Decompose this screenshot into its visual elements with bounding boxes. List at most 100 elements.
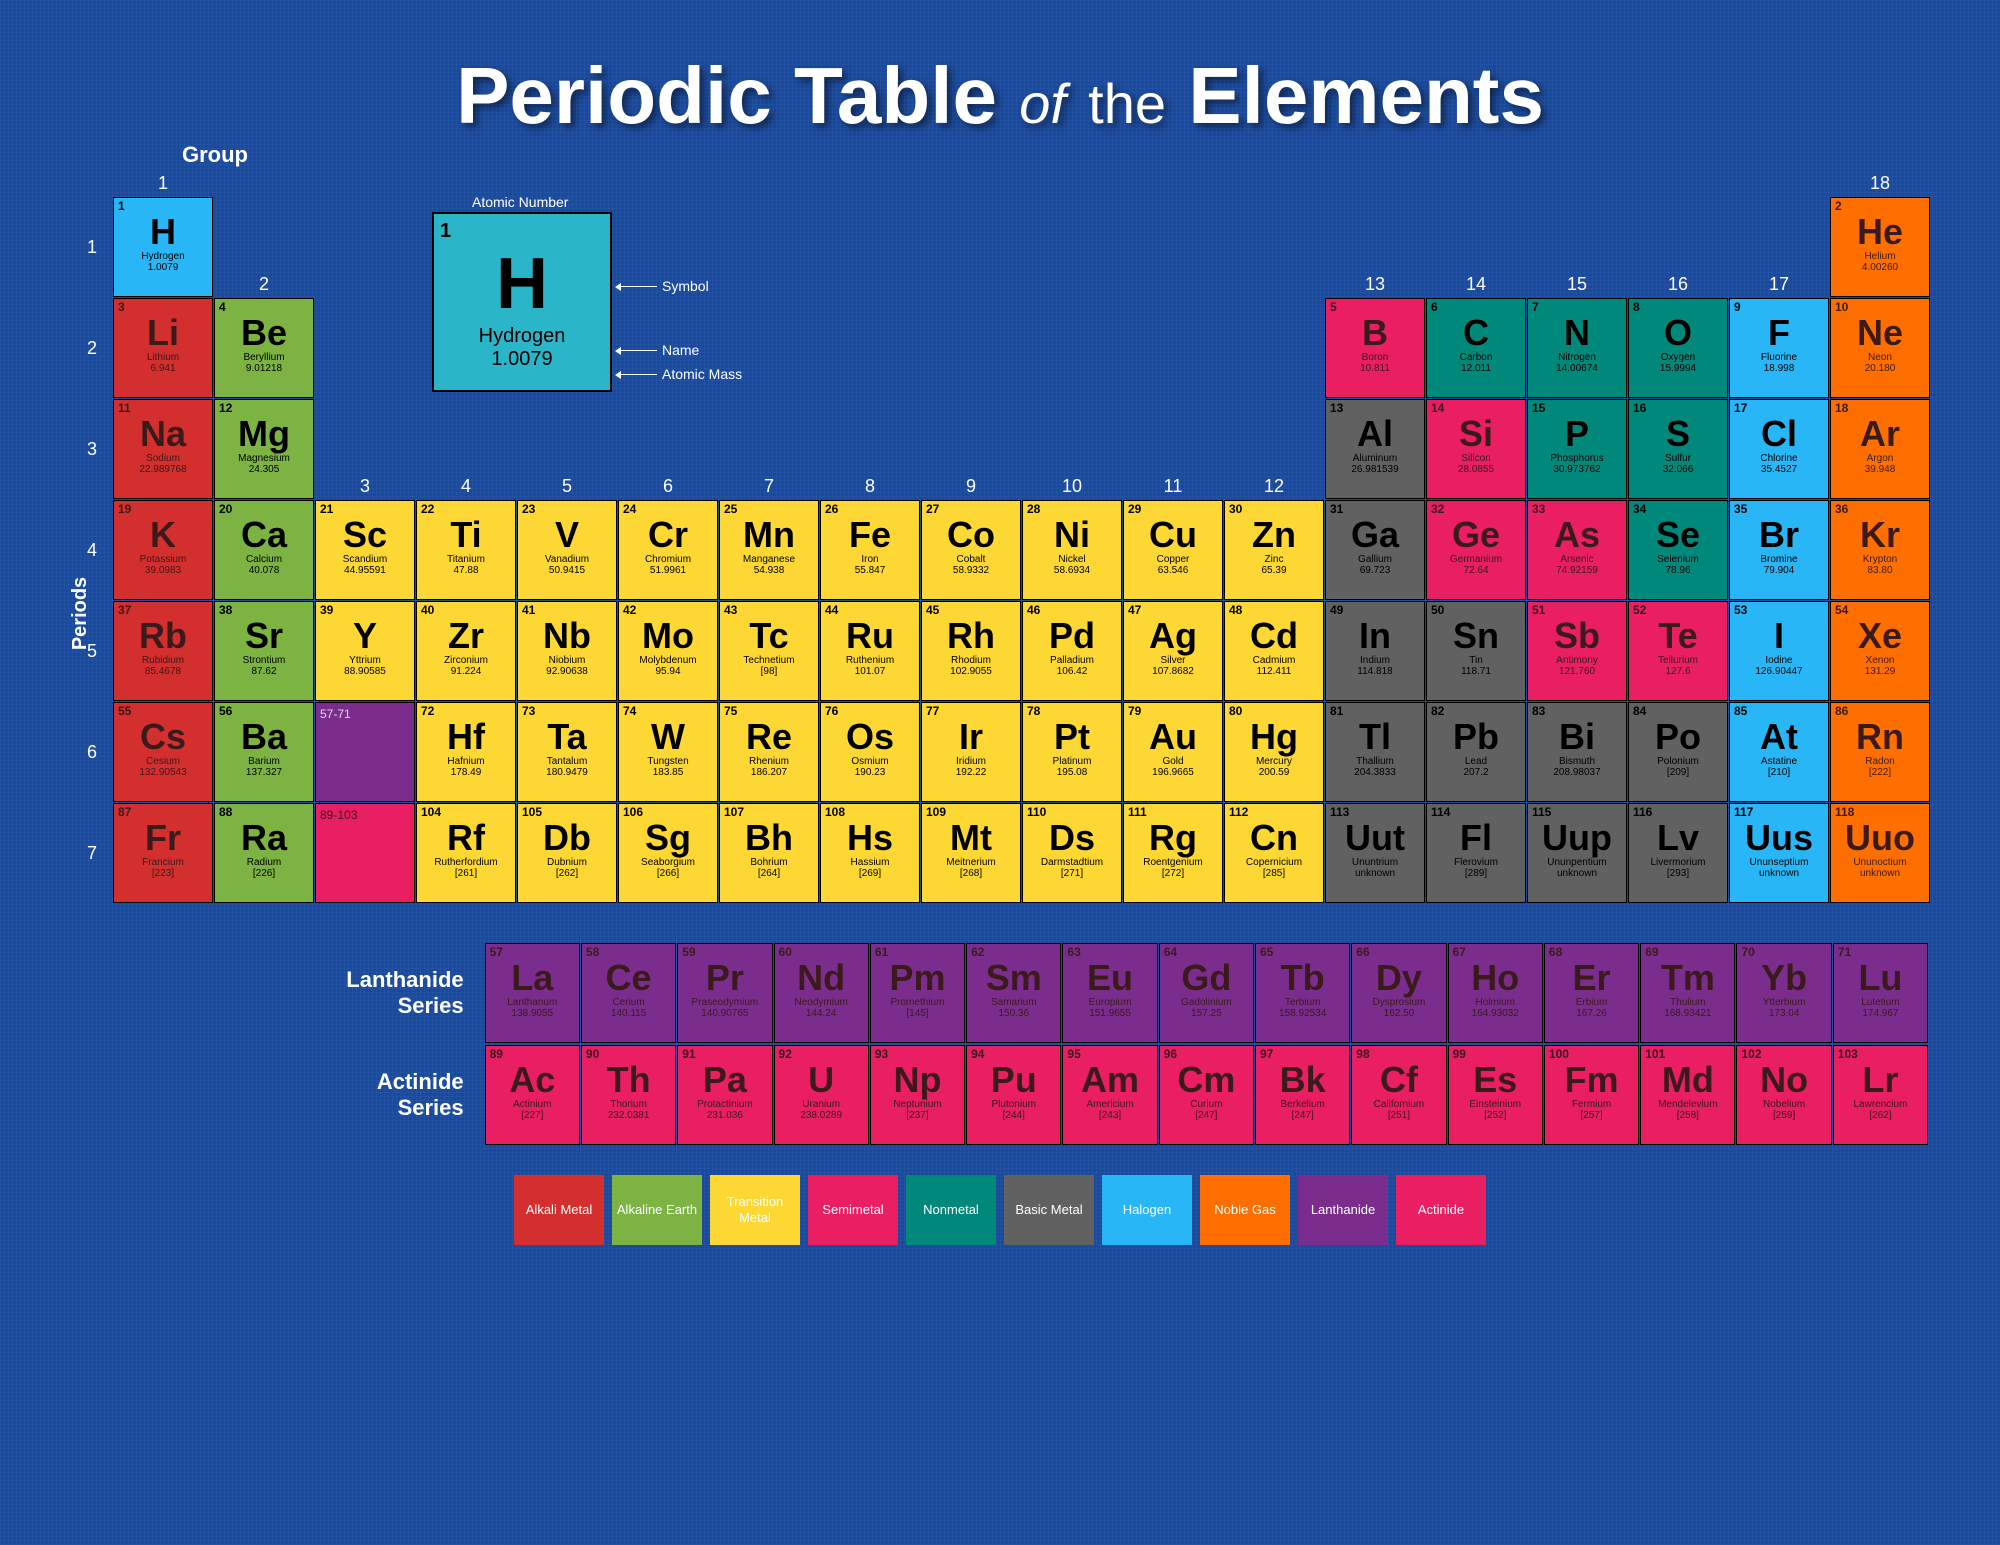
group-num-5: 5 <box>517 475 617 499</box>
category-key: Alkali MetalAlkaline EarthTransition Met… <box>72 1175 1928 1245</box>
key-noble: Noble Gas <box>1200 1175 1290 1245</box>
element-Fm: 100FmFermium[257] <box>1544 1045 1639 1145</box>
element-W: 74WTungsten183.85 <box>618 702 718 802</box>
element-Sr: 38SrStrontium87.62 <box>214 601 314 701</box>
element-Te: 52TeTellurium127.6 <box>1628 601 1728 701</box>
element-Cn: 112CnCopernicium[285] <box>1224 803 1324 903</box>
element-Rg: 111RgRoentgenium[272] <box>1123 803 1223 903</box>
element-Ho: 67HoHolmium164.93032 <box>1448 943 1543 1043</box>
group-num-2: 2 <box>214 273 314 297</box>
key-nonmetal: Nonmetal <box>906 1175 996 1245</box>
element-He: 2HeHelium4.00260 <box>1830 197 1930 297</box>
period-num-3: 3 <box>72 399 112 499</box>
element-Dy: 66DyDysprosium162.50 <box>1351 943 1446 1043</box>
element-Tc: 43TcTechnetium[98] <box>719 601 819 701</box>
element-Ta: 73TaTantalum180.9479 <box>517 702 617 802</box>
group-label: Group <box>182 142 248 168</box>
group-num-9: 9 <box>921 475 1021 499</box>
element-No: 102NoNobelium[259] <box>1736 1045 1831 1145</box>
lanthanide-range: 57-71 <box>315 702 415 802</box>
group-num-14: 14 <box>1426 273 1526 297</box>
element-V: 23VVanadium50.9415 <box>517 500 617 600</box>
element-Bk: 97BkBerkelium[247] <box>1255 1045 1350 1145</box>
element-Mg: 12MgMagnesium24.305 <box>214 399 314 499</box>
element-Pm: 61PmPromethium[145] <box>870 943 965 1043</box>
element-Kr: 36KrKrypton83.80 <box>1830 500 1930 600</box>
element-Am: 95AmAmericium[243] <box>1062 1045 1157 1145</box>
element-Hg: 80HgMercury200.59 <box>1224 702 1324 802</box>
element-I: 53IIodine126.90447 <box>1729 601 1829 701</box>
element-Ra: 88RaRadium[226] <box>214 803 314 903</box>
element-Rh: 45RhRhodium102.9055 <box>921 601 1021 701</box>
element-grid: 12345678910111213141516171811HHydrogen1.… <box>72 172 1928 903</box>
element-Ti: 22TiTitanium47.88 <box>416 500 516 600</box>
element-Sn: 50SnTin118.71 <box>1426 601 1526 701</box>
element-Br: 35BrBromine79.904 <box>1729 500 1829 600</box>
period-num-4: 4 <box>72 500 112 600</box>
element-Ds: 110DsDarmstadtium[271] <box>1022 803 1122 903</box>
element-Re: 75ReRhenium186.207 <box>719 702 819 802</box>
element-Ni: 28NiNickel58.6934 <box>1022 500 1122 600</box>
group-num-7: 7 <box>719 475 819 499</box>
element-Tm: 69TmThulium168.93421 <box>1640 943 1735 1043</box>
element-Db: 105DbDubnium[262] <box>517 803 617 903</box>
element-Cd: 48CdCadmium112.411 <box>1224 601 1324 701</box>
element-Fr: 87FrFrancium[223] <box>113 803 213 903</box>
element-Pd: 46PdPalladium106.42 <box>1022 601 1122 701</box>
element-F: 9FFluorine18.998 <box>1729 298 1829 398</box>
element-Es: 99EsEinsteinium[252] <box>1448 1045 1543 1145</box>
element-Rn: 86RnRadon[222] <box>1830 702 1930 802</box>
element-H: 1HHydrogen1.0079 <box>113 197 213 297</box>
element-Y: 39YYttrium88.90585 <box>315 601 415 701</box>
element-U: 92UUranium238.0289 <box>774 1045 869 1145</box>
page-title: Periodic Table of the Elements <box>0 0 2000 142</box>
element-Ge: 32GeGermanium72.64 <box>1426 500 1526 600</box>
element-Ag: 47AgSilver107.8682 <box>1123 601 1223 701</box>
key-lanthanide: Lanthanide <box>1298 1175 1388 1245</box>
element-Md: 101MdMendelevium[258] <box>1640 1045 1735 1145</box>
element-Uut: 113UutUnuntriumunknown <box>1325 803 1425 903</box>
element-Si: 14SiSilicon28.0855 <box>1426 399 1526 499</box>
element-Hs: 108HsHassium[269] <box>820 803 920 903</box>
group-num-11: 11 <box>1123 475 1223 499</box>
element-Al: 13AlAluminum26.981539 <box>1325 399 1425 499</box>
period-num-2: 2 <box>72 298 112 398</box>
group-num-13: 13 <box>1325 273 1425 297</box>
element-Rb: 37RbRubidium85.4678 <box>113 601 213 701</box>
element-Uus: 117UusUnunseptiumunknown <box>1729 803 1829 903</box>
element-Mn: 25MnManganese54.938 <box>719 500 819 600</box>
element-Zr: 40ZrZirconium91.224 <box>416 601 516 701</box>
group-num-1: 1 <box>113 172 213 196</box>
element-Ca: 20CaCalcium40.078 <box>214 500 314 600</box>
element-Ce: 58CeCerium140.115 <box>581 943 676 1043</box>
element-S: 16SSulfur32.066 <box>1628 399 1728 499</box>
element-Fe: 26FeIron55.847 <box>820 500 920 600</box>
key-transition: Transition Metal <box>710 1175 800 1245</box>
element-Lu: 71LuLutetium174.967 <box>1833 943 1928 1043</box>
element-Sb: 51SbAntimony121.760 <box>1527 601 1627 701</box>
element-Fl: 114FlFlerovium[289] <box>1426 803 1526 903</box>
group-num-17: 17 <box>1729 273 1829 297</box>
element-C: 6CCarbon12.011 <box>1426 298 1526 398</box>
element-Se: 34SeSelenium78.96 <box>1628 500 1728 600</box>
element-Uup: 115UupUnunpentiumunknown <box>1527 803 1627 903</box>
element-Sc: 21ScScandium44.95591 <box>315 500 415 600</box>
element-Au: 79AuGold196.9665 <box>1123 702 1223 802</box>
element-Cm: 96CmCurium[247] <box>1159 1045 1254 1145</box>
element-Ga: 31GaGallium69.723 <box>1325 500 1425 600</box>
element-Uuo: 118UuoUnunoctiumunknown <box>1830 803 1930 903</box>
element-Th: 90ThThorium232.0381 <box>581 1045 676 1145</box>
element-Eu: 63EuEuropium151.9655 <box>1062 943 1157 1043</box>
element-Rf: 104RfRutherfordium[261] <box>416 803 516 903</box>
key-actinide: Actinide <box>1396 1175 1486 1245</box>
element-In: 49InIndium114.818 <box>1325 601 1425 701</box>
element-Np: 93NpNeptunium[237] <box>870 1045 965 1145</box>
element-Pt: 78PtPlatinum195.08 <box>1022 702 1122 802</box>
actinide-range: 89-103 <box>315 803 415 903</box>
key-basic: Basic Metal <box>1004 1175 1094 1245</box>
element-Pb: 82PbLead207.2 <box>1426 702 1526 802</box>
element-Nb: 41NbNiobium92.90638 <box>517 601 617 701</box>
element-Bh: 107BhBohrium[264] <box>719 803 819 903</box>
period-num-1: 1 <box>72 197 112 297</box>
element-Cu: 29CuCopper63.546 <box>1123 500 1223 600</box>
